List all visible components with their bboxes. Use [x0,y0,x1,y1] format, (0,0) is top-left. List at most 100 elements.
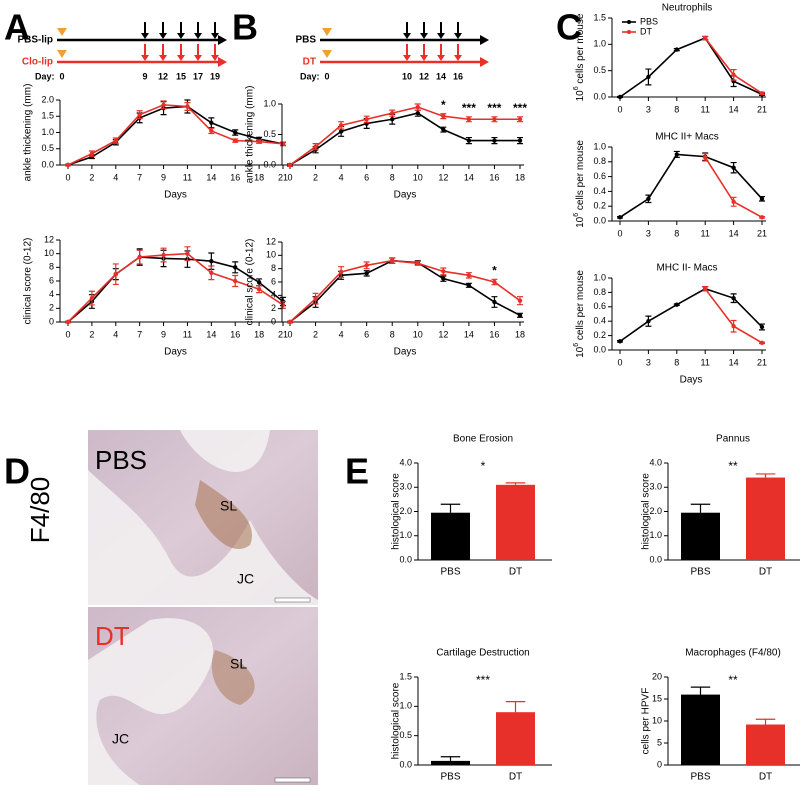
treatment-arrowhead [159,33,167,39]
y-tick-label: 12 [44,234,54,244]
image-label: PBS [95,445,147,475]
stain-region [211,650,255,705]
x-tick-label: 8 [390,329,395,339]
y-tick-label: 1.5 [41,111,54,121]
y-tick-label: 20 [652,671,662,681]
series-line [289,259,521,323]
x-tick-label: 0 [287,329,292,339]
data-point [313,144,318,149]
treatment-arrowhead [159,55,167,61]
day-value: 12 [158,71,168,81]
y-label-base: 10 [575,216,586,228]
y-tick-label: 1.0 [399,701,412,711]
data-point [137,254,142,260]
chart-title: MHC II- Macs [656,263,717,274]
chart-title: Macrophages (F4/80) [685,648,781,659]
x-tick-label: 11 [183,172,192,182]
data-point [703,35,708,41]
y-tick-label: 0.0 [593,344,606,354]
y-tick-label: 4 [271,290,276,300]
timeline-label: PBS-lip [17,35,53,46]
y-label-sup: 6 [573,343,580,347]
data-point [364,117,369,122]
chart-title: MHC II+ Macs [655,132,719,143]
x-tick-label: 6 [364,329,369,339]
y-tick-label: 0.5 [263,129,276,139]
data-point [646,196,651,201]
series-line [67,256,284,323]
y-axis-label: 106 cells per mouse [573,140,586,228]
timeline-label: DT [303,57,316,68]
y-axis-label: histological score [641,473,652,550]
legend-label: DT [640,26,652,36]
significance: *** [513,101,527,115]
y-tick-label: 0.4 [593,316,606,326]
data-point [287,162,293,168]
data-point [759,196,765,201]
data-point [466,138,472,143]
error-bar [690,686,711,695]
x-tick-label: 0 [65,172,70,182]
bar [681,694,720,765]
data-point [364,263,369,268]
injection-marker [57,50,67,58]
x-tick-label: PBS [440,567,460,578]
bar [431,760,470,765]
y-tick-label: 1.0 [593,39,606,49]
bar [746,477,785,560]
x-tick-label: 9 [161,329,166,339]
data-point [65,319,71,325]
y-tick-label: 0.6 [593,301,606,311]
y-tick-label: 0.0 [263,159,276,169]
scale-bar [274,597,311,603]
data-point [441,127,446,132]
x-tick-label: 0 [65,329,70,339]
chart-title: Neutrophils [662,3,713,14]
legend-marker [627,20,631,24]
data-point [674,47,679,52]
bar [496,712,535,765]
injection-marker [322,28,332,36]
x-tick-label: 21 [757,357,767,367]
x-axis-label: Days [394,190,417,201]
x-tick-label: 2 [313,329,318,339]
y-tick-label: 3.0 [399,482,412,492]
significance: * [481,459,486,473]
data-point [617,94,623,100]
data-point [338,129,344,134]
significance: ** [728,673,738,687]
y-tick-label: 15 [652,693,662,703]
legend-label: PBS [640,16,658,26]
data-point [256,280,262,285]
data-point [113,271,118,277]
error-bar [505,482,526,485]
x-tick-label: 16 [489,329,499,339]
data-point [338,123,344,128]
x-tick-label: 14 [464,172,474,182]
data-point [517,138,523,143]
y-tick-label: 3.0 [649,482,662,492]
data-point [364,271,369,276]
x-tick-label: PBS [440,772,460,783]
x-tick-label: DT [759,567,772,578]
data-point [646,74,651,80]
error-bar [505,701,526,713]
x-tick-label: 21 [278,172,288,182]
y-tick-label: 4 [49,289,54,299]
panel-label: E [345,451,369,492]
timeline-arrowhead [218,35,227,45]
data-point [646,319,651,324]
y-tick-label: 12 [266,236,276,246]
series-line [289,259,521,323]
y-label-base: 10 [575,346,586,358]
error-bar [440,503,461,513]
data-point [209,120,214,125]
y-label-sup: 6 [573,213,580,217]
significance: *** [476,673,490,687]
y-tick-label: 0.0 [41,159,54,169]
treatment-arrowhead [211,55,219,61]
timeline-label: PBS [295,35,316,46]
day-value: 9 [142,71,147,81]
x-tick-label: 16 [489,172,499,182]
y-axis-label: cells per HPVF [641,688,652,755]
